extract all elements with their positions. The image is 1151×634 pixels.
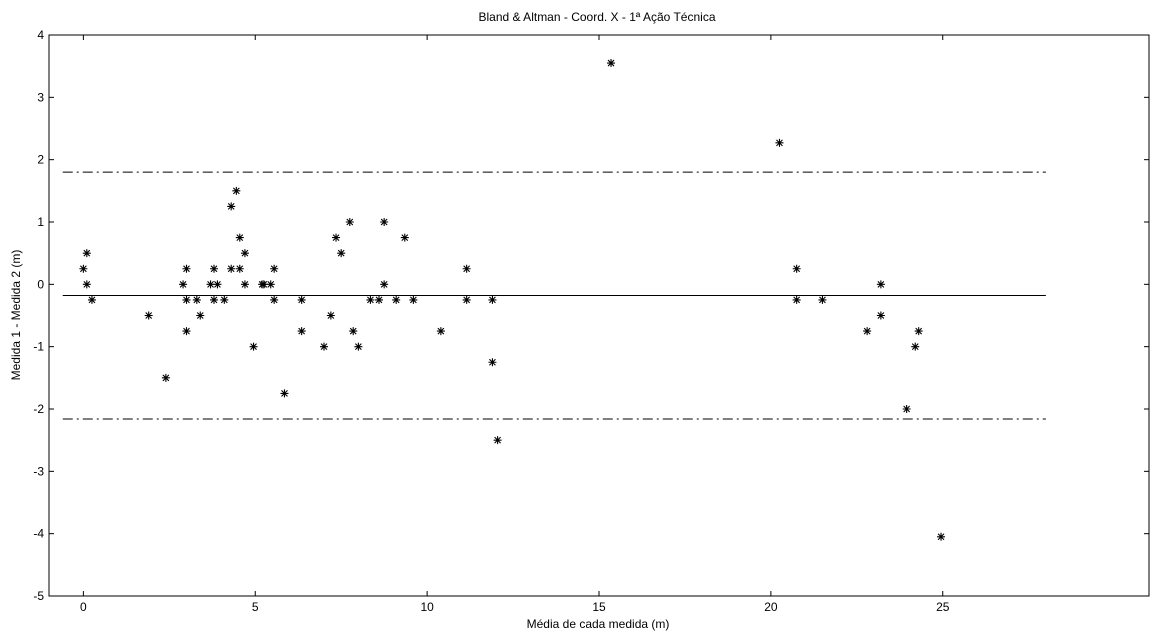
data-point-3	[87, 295, 96, 304]
data-point-7	[182, 264, 191, 273]
data-point-63	[914, 327, 923, 336]
y-tick-label-5: 0	[37, 277, 44, 291]
x-tick-label-2: 10	[420, 600, 434, 614]
y-tick-label-7: 2	[37, 153, 44, 167]
data-point-0	[79, 264, 88, 273]
x-tick-label-4: 20	[764, 600, 778, 614]
data-point-6	[179, 280, 188, 289]
data-point-24	[249, 342, 258, 351]
data-point-50	[488, 295, 497, 304]
data-point-32	[297, 327, 306, 336]
data-point-46	[409, 295, 418, 304]
data-point-8	[182, 295, 191, 304]
data-point-36	[337, 249, 346, 258]
data-point-19	[232, 186, 241, 195]
data-point-44	[392, 295, 401, 304]
data-point-60	[876, 311, 885, 320]
data-point-54	[775, 138, 784, 147]
data-point-61	[902, 405, 911, 413]
data-point-23	[240, 280, 249, 289]
data-point-20	[235, 233, 244, 242]
data-point-49	[462, 295, 471, 304]
data-point-30	[280, 389, 289, 398]
data-point-21	[235, 264, 244, 273]
data-point-37	[345, 218, 354, 226]
data-point-22	[240, 249, 249, 258]
x-tick-label-5: 25	[936, 600, 950, 614]
data-point-2	[82, 280, 91, 289]
data-point-29	[270, 295, 279, 304]
x-axis-label: Média de cada medida (m)	[527, 617, 670, 631]
data-point-9	[182, 327, 191, 336]
data-point-26	[259, 280, 268, 289]
data-point-51	[488, 358, 497, 367]
data-point-4	[144, 311, 153, 320]
axes-box	[48, 34, 1150, 597]
data-point-45	[400, 233, 409, 242]
x-tick-label-0: 0	[80, 600, 87, 614]
data-point-34	[326, 311, 335, 320]
data-point-53	[607, 59, 616, 68]
x-tick-label-3: 15	[592, 600, 606, 614]
x-tick-label-1: 5	[252, 600, 259, 614]
y-tick-label-1: -4	[33, 527, 44, 541]
data-point-17	[227, 202, 236, 211]
data-point-11	[196, 311, 205, 320]
data-point-10	[192, 295, 201, 304]
data-point-42	[380, 218, 389, 226]
data-point-41	[375, 295, 383, 304]
data-point-16	[220, 295, 229, 304]
data-point-12	[206, 280, 215, 289]
data-point-18	[227, 264, 236, 273]
data-point-52	[493, 436, 502, 445]
data-point-62	[911, 342, 920, 351]
data-point-15	[213, 280, 222, 289]
y-tick-label-0: -5	[33, 589, 44, 603]
y-tick-label-8: 3	[37, 90, 44, 104]
data-point-59	[876, 280, 885, 289]
chart-title: Bland & Altman - Coord. X - 1ª Ação Técn…	[478, 10, 715, 24]
data-point-38	[349, 327, 358, 336]
y-tick-label-2: -3	[33, 464, 44, 478]
data-point-14	[210, 295, 218, 304]
data-point-56	[792, 295, 801, 304]
y-tick-label-4: -1	[33, 340, 44, 354]
data-point-31	[297, 295, 306, 304]
data-point-43	[380, 280, 389, 289]
data-point-48	[462, 264, 471, 273]
data-point-33	[320, 342, 328, 351]
y-tick-label-6: 1	[37, 215, 44, 229]
data-point-35	[332, 233, 341, 242]
data-point-1	[82, 249, 91, 258]
data-point-27	[266, 280, 275, 289]
data-point-47	[436, 327, 445, 336]
data-point-57	[818, 295, 827, 304]
data-point-13	[210, 264, 218, 273]
plot-area: 0 5 10 15 20 25 -5 -4 -3 -2 -1 0 1 2 3 4	[33, 28, 1149, 614]
data-point-40	[366, 295, 375, 304]
data-point-58	[863, 327, 872, 336]
y-tick-label-3: -2	[33, 402, 44, 416]
y-tick-label-9: 4	[37, 28, 44, 42]
data-point-28	[270, 264, 279, 273]
data-point-39	[354, 342, 363, 351]
y-axis-label: Medida 1 - Medida 2 (m)	[9, 250, 23, 381]
data-point-64	[937, 532, 946, 541]
data-point-55	[792, 264, 801, 273]
data-point-5	[161, 373, 170, 382]
